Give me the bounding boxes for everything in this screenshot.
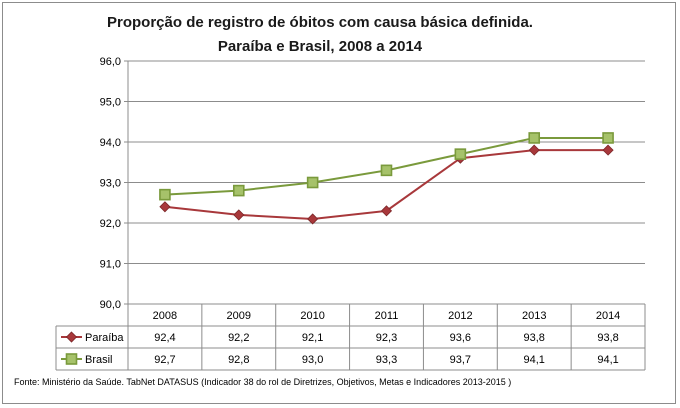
table-value: 92,3 — [376, 332, 397, 344]
x-category-label: 2012 — [448, 310, 472, 322]
legend-marker-brasil — [65, 353, 78, 365]
table-value: 93,3 — [376, 354, 397, 366]
data-point-brasil — [159, 188, 171, 201]
x-category-label: 2008 — [153, 310, 177, 322]
table-value: 92,8 — [228, 354, 249, 366]
chart-title-line2: Paraíba e Brasil, 2008 a 2014 — [218, 38, 423, 55]
y-tick-label: 94,0 — [100, 137, 121, 149]
table-value: 93,8 — [524, 332, 545, 344]
x-category-label: 2014 — [596, 310, 620, 322]
chart-title-line1: Proporção de registro de óbitos com caus… — [107, 14, 533, 31]
table-value: 92,4 — [154, 332, 175, 344]
data-point-paraiba — [602, 144, 614, 156]
x-category-label: 2010 — [300, 310, 324, 322]
table-value: 94,1 — [597, 354, 618, 366]
chart-frame — [2, 2, 676, 404]
data-point-paraiba — [380, 205, 393, 217]
y-tick-label: 91,0 — [100, 259, 121, 271]
x-category-label: 2009 — [227, 310, 251, 322]
table-value: 93,8 — [597, 332, 618, 344]
table-value: 92,2 — [228, 332, 249, 344]
data-point-paraiba — [233, 209, 245, 221]
data-point-brasil — [602, 132, 614, 144]
table-value: 93,7 — [450, 354, 471, 366]
y-tick-label: 95,0 — [100, 97, 121, 109]
table-value: 92,1 — [302, 332, 323, 344]
table-value: 92,7 — [154, 354, 175, 366]
data-point-paraiba — [528, 144, 540, 156]
data-point-brasil — [454, 148, 467, 160]
x-category-label: 2011 — [375, 310, 399, 322]
data-point-paraiba — [159, 201, 171, 213]
y-tick-label: 93,0 — [100, 178, 121, 190]
y-tick-label: 90,0 — [100, 299, 121, 311]
x-category-label: 2013 — [522, 310, 546, 322]
legend-marker-paraiba — [65, 331, 78, 343]
data-point-paraiba — [307, 213, 319, 225]
y-tick-label: 92,0 — [100, 218, 121, 230]
source-note: Fonte: Ministério da Saúde. TabNet DATAS… — [14, 377, 512, 387]
table-value: 94,1 — [524, 354, 545, 366]
table-value: 93,6 — [450, 332, 471, 344]
data-point-brasil — [232, 184, 245, 197]
y-tick-label: 96,0 — [100, 56, 121, 68]
table-value: 93,0 — [302, 354, 323, 366]
legend-label: Brasil — [85, 354, 113, 366]
data-point-brasil — [306, 176, 319, 189]
legend-label: Paraíba — [85, 332, 124, 344]
data-point-brasil — [528, 132, 541, 144]
data-point-brasil — [380, 164, 393, 177]
